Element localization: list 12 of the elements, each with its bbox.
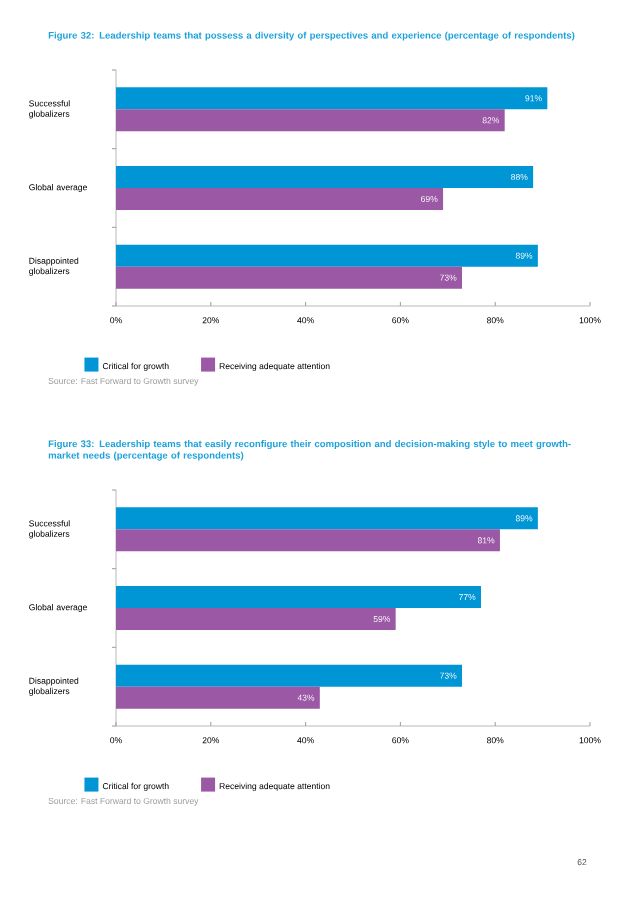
bar	[116, 109, 505, 132]
bar	[116, 586, 481, 608]
bar	[116, 87, 548, 110]
bar	[116, 187, 444, 210]
bar	[116, 608, 396, 630]
bar	[116, 664, 463, 687]
bar	[116, 165, 534, 188]
bar	[116, 244, 538, 267]
bar	[116, 529, 500, 552]
bar	[116, 266, 463, 289]
bar	[116, 686, 320, 709]
bar	[116, 507, 538, 530]
